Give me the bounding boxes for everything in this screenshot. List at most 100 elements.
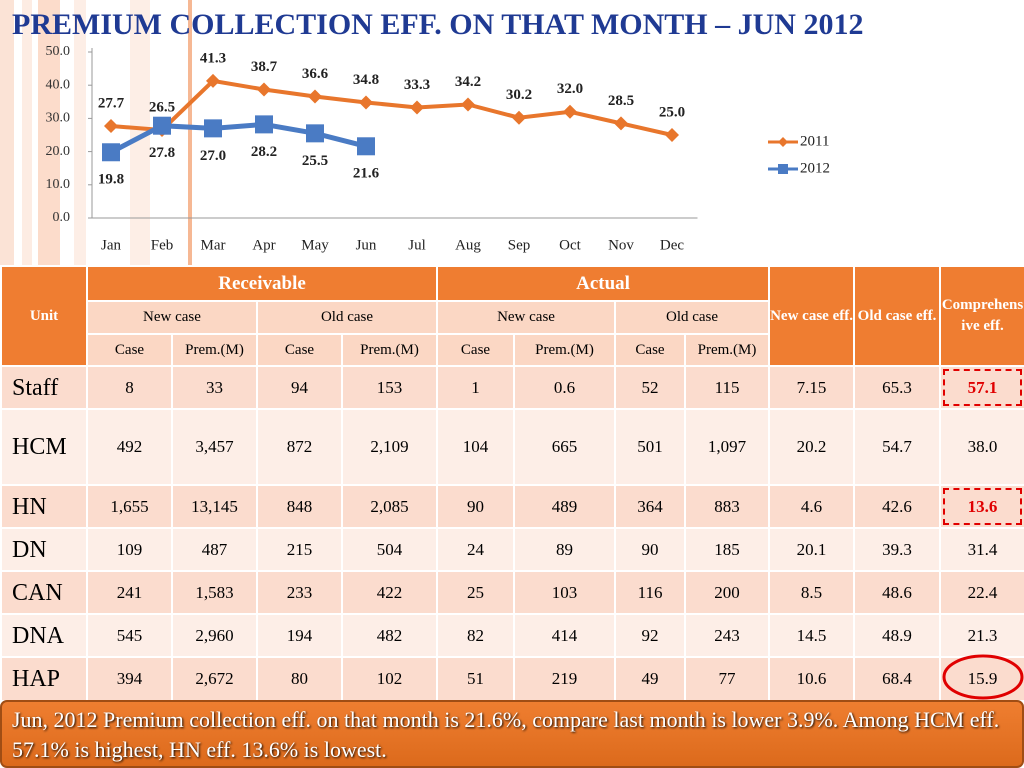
- chart: PREMIUM COLLECTION EFF. ON THAT MONTH – …: [0, 0, 1024, 265]
- y-tick-label: 30.0: [46, 111, 71, 126]
- x-tick-label: Jun: [356, 237, 377, 253]
- marker: [257, 82, 271, 97]
- table-cell: 49: [614, 656, 687, 702]
- table-cell: 68.4: [853, 656, 942, 702]
- table-row: New case Old case New case Old case: [1, 300, 1024, 335]
- data-label: 34.8: [353, 72, 379, 88]
- table-cell: Actual: [436, 265, 771, 302]
- table-cell: 13,145: [171, 484, 258, 529]
- table-cell: 487: [171, 527, 258, 572]
- table-cell: DNA: [0, 613, 88, 658]
- stripe: [38, 0, 60, 265]
- legend-marker: [778, 137, 788, 147]
- table-cell: 665: [513, 408, 617, 486]
- table-row: Staff 8 33 94 153 1 0.6 52 115 7.15 65.3 57.1: [0, 365, 1024, 410]
- table-cell: 1: [436, 365, 516, 410]
- marker: [104, 119, 118, 134]
- table-cell: 21.3: [939, 613, 1024, 658]
- table-cell: 2,085: [340, 484, 439, 529]
- data-label: 21.6: [353, 166, 380, 182]
- table-cell: HN: [0, 484, 88, 529]
- table-cell: 1,097: [684, 408, 771, 486]
- x-tick-label: Feb: [151, 237, 174, 253]
- table-row: DNA 545 2,960 194 482 82 414 92 243 14.5 48.9 21.3: [0, 613, 1024, 658]
- marker: [308, 89, 322, 104]
- table-cell: 2,109: [340, 408, 439, 486]
- table-cell: CAN: [0, 570, 88, 615]
- table-cell: 104: [436, 408, 516, 486]
- table-cell: 219: [513, 656, 617, 702]
- table-cell: 48.6: [853, 570, 942, 615]
- table-cell: Old case: [614, 300, 771, 335]
- table-cell: 22.4: [939, 570, 1024, 615]
- series-line: [110, 78, 673, 137]
- stripe: [188, 0, 192, 265]
- x-tick-label: Aug: [455, 237, 481, 253]
- table-cell: Prem.(M): [171, 333, 258, 367]
- table-cell: New case: [436, 300, 617, 335]
- table-cell: Unit: [0, 265, 88, 367]
- table-cell: 14.5: [768, 613, 856, 658]
- data-table: Unit Receivable Actual New case eff. Old cas…: [0, 265, 1024, 702]
- table-cell: 241: [86, 570, 173, 615]
- marker: [410, 100, 424, 115]
- table-cell: 90: [436, 484, 516, 529]
- table-cell: 25: [436, 570, 516, 615]
- marker: [563, 104, 577, 119]
- stripe: [22, 0, 32, 265]
- summary-note: Jun, 2012 Premium collection eff. on tha…: [0, 700, 1024, 768]
- marker: [153, 116, 171, 135]
- table-cell: 422: [340, 570, 439, 615]
- table-cell: Old case eff.: [853, 265, 942, 367]
- legend-label: 2012: [800, 160, 830, 176]
- table-cell: 52: [614, 365, 687, 410]
- table-cell: DN: [0, 527, 88, 572]
- data-label: 25.5: [302, 153, 328, 169]
- table-cell: 233: [256, 570, 343, 615]
- table-cell: 482: [340, 613, 439, 658]
- table-cell: New case: [86, 300, 258, 335]
- y-tick-label: 40.0: [46, 77, 71, 92]
- y-tick-label: 50.0: [46, 44, 71, 59]
- table-cell: 2,672: [171, 656, 258, 702]
- chart-title: PREMIUM COLLECTION EFF. ON THAT MONTH – …: [12, 8, 863, 41]
- table-cell: 33: [171, 365, 258, 410]
- table-cell: 215: [256, 527, 343, 572]
- data-label: 34.2: [455, 74, 481, 90]
- table-cell: 94: [256, 365, 343, 410]
- table-cell: 103: [513, 570, 617, 615]
- table-cell: Comprehensive eff.: [939, 265, 1024, 367]
- table-row: HAP 394 2,672 80 102 51 219 49 77 10.6 68.4 15.9: [0, 656, 1024, 702]
- marker: [359, 95, 373, 110]
- table-cell: 65.3: [853, 365, 942, 410]
- marker: [204, 119, 222, 138]
- table-row: Unit Receivable Actual New case eff. Old cas…: [0, 265, 1024, 367]
- table-cell: Case: [256, 333, 343, 367]
- table-cell: 51: [436, 656, 516, 702]
- table-cell: 20.1: [768, 527, 856, 572]
- y-tick-label: 0.0: [53, 210, 71, 225]
- table-cell: Prem.(M): [513, 333, 617, 367]
- table-cell: Staff: [0, 365, 88, 410]
- table-cell: 2,960: [171, 613, 258, 658]
- x-tick-label: Oct: [559, 237, 581, 253]
- table-cell: 89: [513, 527, 617, 572]
- marker: [255, 115, 273, 134]
- table-cell: 80: [256, 656, 343, 702]
- data-label: 41.3: [200, 50, 226, 66]
- data-label: 27.8: [149, 145, 175, 161]
- data-label: 27.0: [200, 148, 226, 164]
- table-cell: 57.1: [939, 365, 1024, 410]
- table-cell: 414: [513, 613, 617, 658]
- table-cell: 102: [340, 656, 439, 702]
- table-cell: 364: [614, 484, 687, 529]
- table-cell: 1,655: [86, 484, 173, 529]
- table-cell: 194: [256, 613, 343, 658]
- table-cell: 116: [614, 570, 687, 615]
- table-cell: 54.7: [853, 408, 942, 486]
- x-tick-label: Sep: [508, 237, 531, 253]
- stripe: [130, 0, 150, 265]
- table-cell: 4.6: [768, 484, 856, 529]
- x-tick-label: Dec: [660, 237, 684, 253]
- table-cell: 38.0: [939, 408, 1024, 486]
